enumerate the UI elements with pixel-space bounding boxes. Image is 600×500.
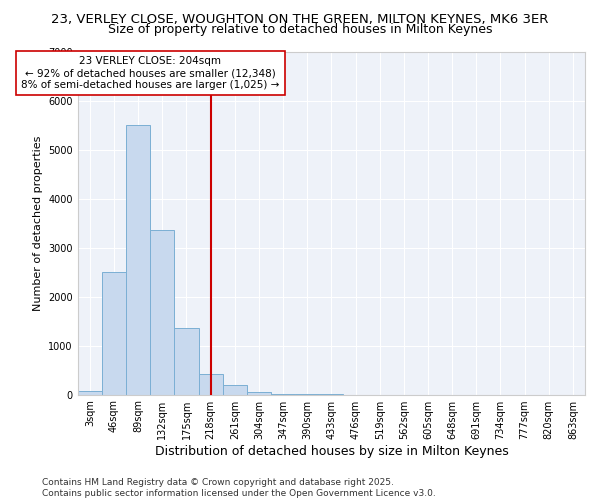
Bar	[126, 125, 150, 394]
Bar	[150, 230, 175, 394]
Text: Size of property relative to detached houses in Milton Keynes: Size of property relative to detached ho…	[108, 22, 492, 36]
Bar	[247, 392, 271, 394]
Text: Contains HM Land Registry data © Crown copyright and database right 2025.
Contai: Contains HM Land Registry data © Crown c…	[42, 478, 436, 498]
Bar	[78, 390, 102, 394]
Bar	[199, 374, 223, 394]
X-axis label: Distribution of detached houses by size in Milton Keynes: Distribution of detached houses by size …	[155, 444, 508, 458]
Bar	[223, 385, 247, 394]
Y-axis label: Number of detached properties: Number of detached properties	[33, 136, 43, 310]
Text: 23 VERLEY CLOSE: 204sqm
← 92% of detached houses are smaller (12,348)
8% of semi: 23 VERLEY CLOSE: 204sqm ← 92% of detache…	[21, 56, 280, 90]
Bar	[102, 272, 126, 394]
Text: 23, VERLEY CLOSE, WOUGHTON ON THE GREEN, MILTON KEYNES, MK6 3ER: 23, VERLEY CLOSE, WOUGHTON ON THE GREEN,…	[52, 12, 548, 26]
Bar	[175, 328, 199, 394]
